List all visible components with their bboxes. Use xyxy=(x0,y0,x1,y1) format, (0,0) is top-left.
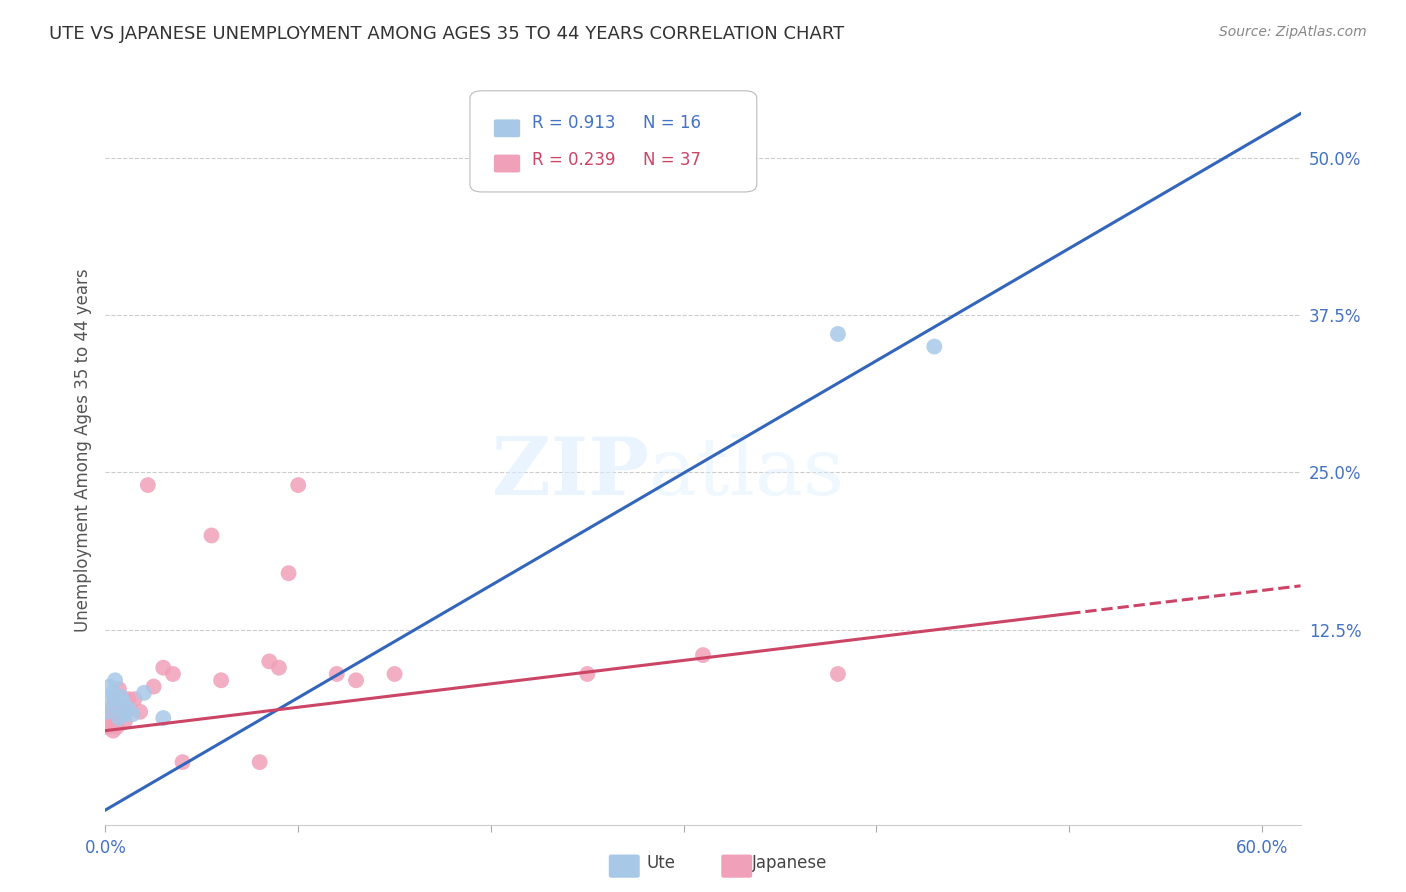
Point xyxy=(111,695,134,709)
Point xyxy=(100,692,122,706)
Point xyxy=(104,711,127,725)
Text: Japanese: Japanese xyxy=(752,855,828,872)
Point xyxy=(152,661,174,675)
Point xyxy=(105,720,128,734)
Point xyxy=(101,723,124,738)
Point xyxy=(110,705,132,719)
Point xyxy=(162,667,184,681)
Point xyxy=(924,340,946,354)
FancyBboxPatch shape xyxy=(494,154,520,172)
Point xyxy=(827,667,849,681)
Point xyxy=(121,707,143,722)
Point xyxy=(98,705,121,719)
Point xyxy=(249,755,271,769)
FancyBboxPatch shape xyxy=(494,120,520,137)
Point xyxy=(827,326,849,341)
Point xyxy=(114,707,136,722)
Point xyxy=(287,478,309,492)
Point xyxy=(96,705,118,719)
Point xyxy=(114,705,136,719)
Text: R = 0.239: R = 0.239 xyxy=(531,151,616,169)
Point xyxy=(101,686,124,700)
Text: N = 16: N = 16 xyxy=(644,114,702,132)
Point xyxy=(117,692,139,706)
Point xyxy=(117,702,139,716)
Point xyxy=(96,720,118,734)
Point xyxy=(100,714,122,729)
Point xyxy=(101,698,124,713)
Text: ZIP: ZIP xyxy=(492,434,650,512)
Point xyxy=(267,661,290,675)
Point xyxy=(384,667,406,681)
Point xyxy=(105,702,128,716)
Point xyxy=(142,680,165,694)
Point xyxy=(200,528,222,542)
Text: R = 0.913: R = 0.913 xyxy=(531,114,616,132)
Point xyxy=(129,705,152,719)
Point xyxy=(259,654,281,668)
Point xyxy=(136,478,159,492)
Point xyxy=(114,714,136,729)
Text: N = 37: N = 37 xyxy=(644,151,702,169)
Text: atlas: atlas xyxy=(650,434,845,512)
Text: UTE VS JAPANESE UNEMPLOYMENT AMONG AGES 35 TO 44 YEARS CORRELATION CHART: UTE VS JAPANESE UNEMPLOYMENT AMONG AGES … xyxy=(49,25,845,43)
Point xyxy=(108,682,131,697)
Text: Ute: Ute xyxy=(647,855,676,872)
Point xyxy=(111,707,134,722)
Point xyxy=(104,673,127,688)
Point xyxy=(105,698,128,713)
Point xyxy=(108,711,131,725)
Point xyxy=(326,667,349,681)
Point xyxy=(576,667,599,681)
Text: Source: ZipAtlas.com: Source: ZipAtlas.com xyxy=(1219,25,1367,39)
Point xyxy=(209,673,232,688)
Point xyxy=(110,690,132,704)
Point xyxy=(172,755,194,769)
Point xyxy=(100,707,122,722)
Y-axis label: Unemployment Among Ages 35 to 44 years: Unemployment Among Ages 35 to 44 years xyxy=(73,268,91,632)
Point xyxy=(152,711,174,725)
Point xyxy=(98,711,121,725)
Point xyxy=(692,648,714,662)
Point xyxy=(124,692,146,706)
Point xyxy=(132,686,155,700)
Point xyxy=(104,692,127,706)
Point xyxy=(344,673,367,688)
Point xyxy=(277,566,299,581)
Point xyxy=(98,680,121,694)
FancyBboxPatch shape xyxy=(470,91,756,192)
